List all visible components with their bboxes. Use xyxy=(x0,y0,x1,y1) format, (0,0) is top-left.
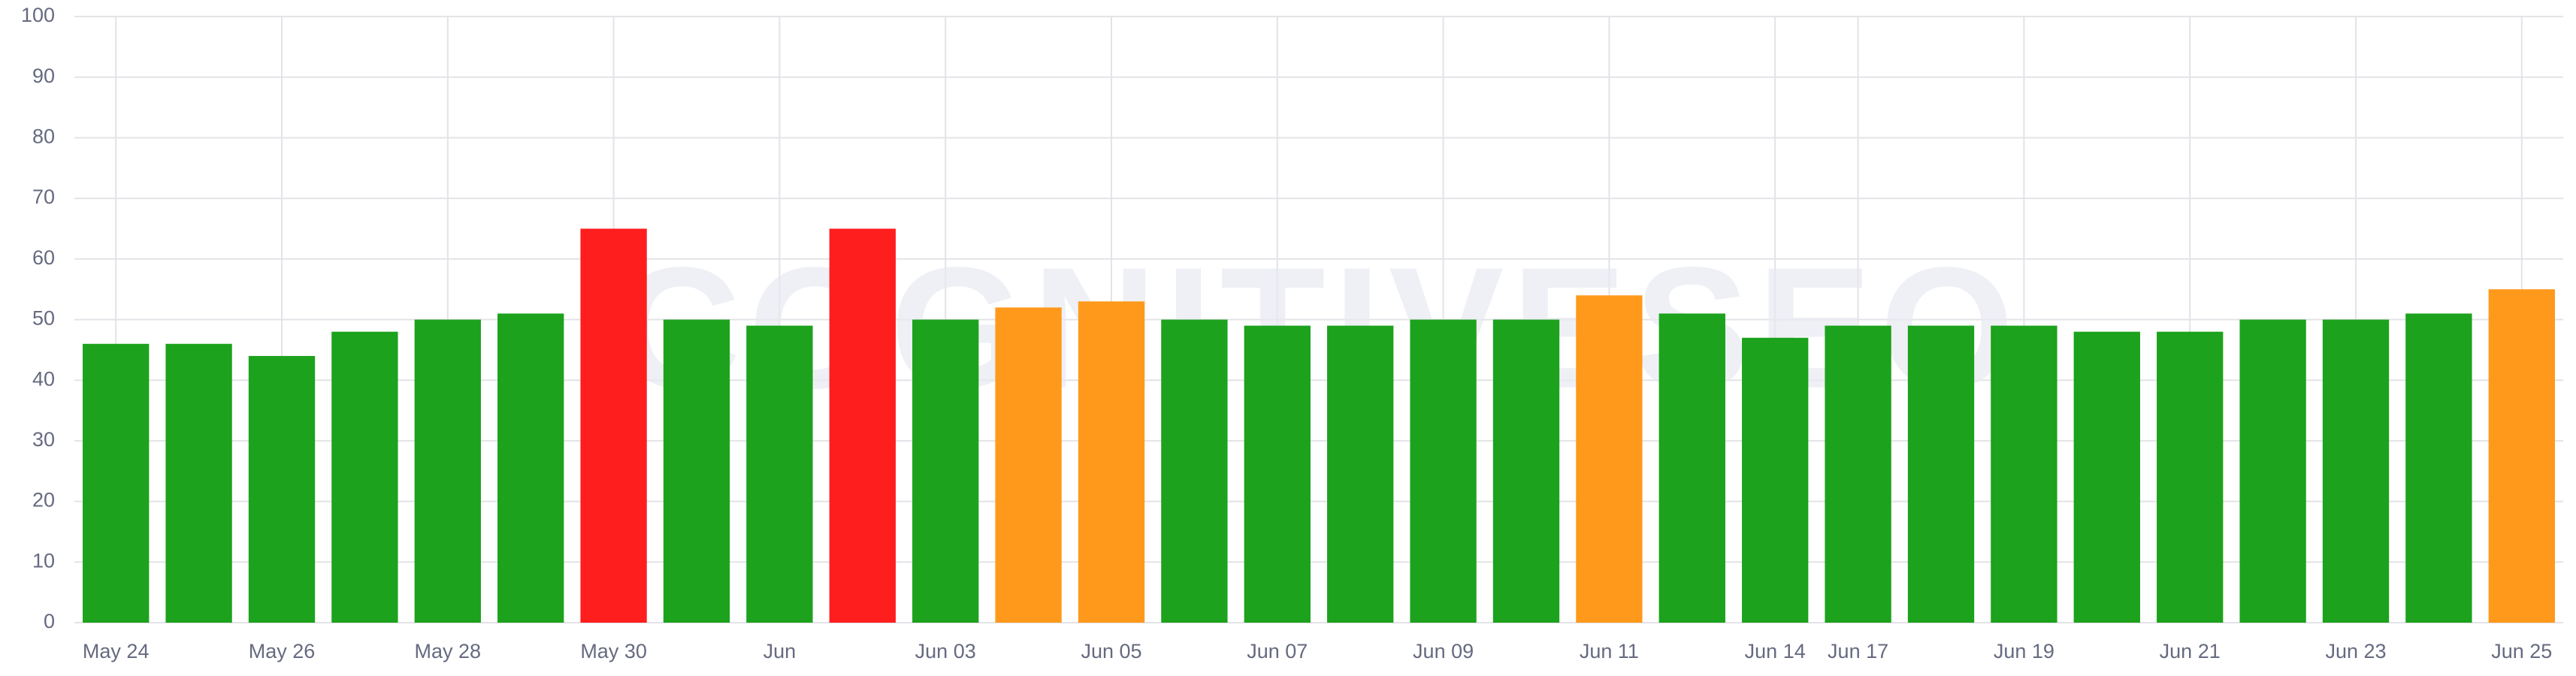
bar xyxy=(1161,319,1228,623)
y-tick-label: 50 xyxy=(32,307,55,330)
bar xyxy=(995,307,1062,623)
bar xyxy=(1742,337,1809,623)
bar xyxy=(663,319,730,623)
y-tick-label: 40 xyxy=(32,367,55,390)
y-tick-label: 30 xyxy=(32,428,55,451)
y-tick-label: 60 xyxy=(32,246,55,269)
bar xyxy=(2073,331,2140,623)
x-tick-label: Jun 11 xyxy=(1580,640,1639,662)
bar xyxy=(83,343,150,623)
bar xyxy=(414,319,481,623)
bar xyxy=(2488,289,2555,623)
y-tick-label: 10 xyxy=(32,549,55,572)
bar xyxy=(1907,325,1975,623)
bar xyxy=(331,331,398,623)
y-tick-label: 100 xyxy=(21,4,55,26)
x-tick-label: Jun 09 xyxy=(1413,640,1474,662)
bar xyxy=(497,313,564,623)
x-tick-label: Jun 25 xyxy=(2491,640,2552,662)
x-tick-label: Jun 19 xyxy=(1994,640,2054,662)
x-tick-label: Jun 05 xyxy=(1081,640,1141,662)
x-tick-label: Jun 03 xyxy=(915,640,976,662)
x-tick-label: May 28 xyxy=(415,640,482,662)
bar xyxy=(1825,325,1891,623)
x-tick-label: Jun 21 xyxy=(2160,640,2221,662)
y-tick-label: 70 xyxy=(32,186,55,208)
bar xyxy=(1244,325,1311,623)
x-tick-label: May 24 xyxy=(83,640,150,662)
bar xyxy=(2405,313,2472,623)
bar xyxy=(580,228,647,623)
bar xyxy=(248,355,316,623)
x-tick-label: Jun 17 xyxy=(1828,640,1888,662)
bar xyxy=(829,228,896,623)
bar xyxy=(2157,331,2224,623)
bar xyxy=(2239,319,2306,623)
y-tick-label: 20 xyxy=(32,489,55,512)
x-tick-label: Jun 07 xyxy=(1247,640,1308,662)
y-tick-label: 0 xyxy=(44,610,55,632)
bar xyxy=(912,319,979,623)
bar xyxy=(2322,319,2390,623)
bar xyxy=(1492,319,1560,623)
x-tick-label: Jun 23 xyxy=(2325,640,2386,662)
x-tick-label: Jun xyxy=(763,640,797,662)
watermark: COGNITIVESEO xyxy=(616,231,2022,424)
x-tick-label: May 26 xyxy=(249,640,316,662)
bar xyxy=(1410,319,1477,623)
x-tick-label: Jun 14 xyxy=(1745,640,1806,662)
bar xyxy=(1327,325,1394,623)
y-tick-label: 90 xyxy=(32,65,55,87)
bar xyxy=(165,343,232,623)
bar xyxy=(746,325,813,623)
bar xyxy=(1658,313,1725,623)
bar xyxy=(1991,325,2057,623)
y-tick-label: 80 xyxy=(32,125,55,148)
x-tick-label: May 30 xyxy=(580,640,647,662)
bar xyxy=(1576,295,1643,623)
bar xyxy=(1078,301,1145,623)
